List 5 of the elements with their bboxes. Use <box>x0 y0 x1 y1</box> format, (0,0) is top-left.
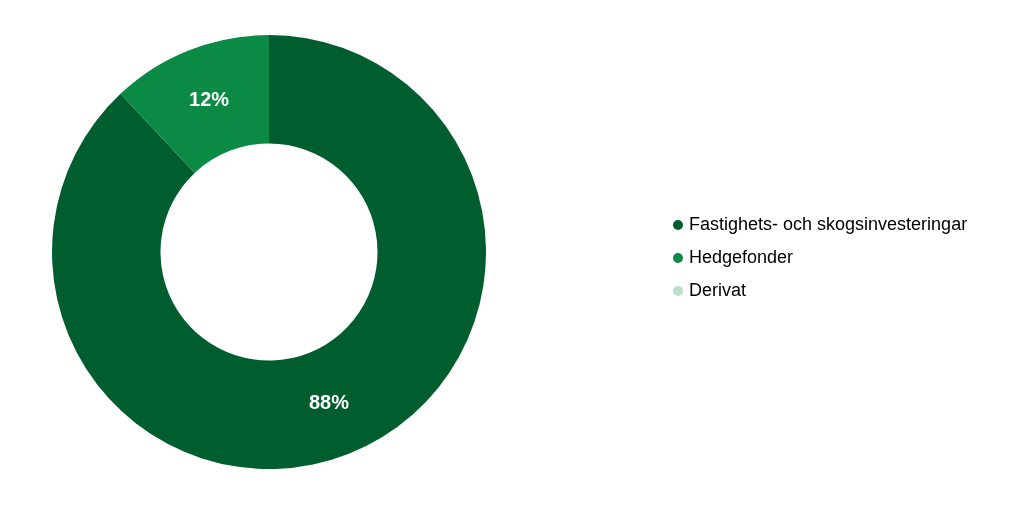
legend-label: Derivat <box>689 280 747 301</box>
data-label: 12% <box>189 88 230 111</box>
legend-label: Hedgefonder <box>689 247 794 268</box>
legend-label: Fastighets- och skogsinvesteringar <box>689 214 968 235</box>
data-label: 88% <box>308 390 350 413</box>
